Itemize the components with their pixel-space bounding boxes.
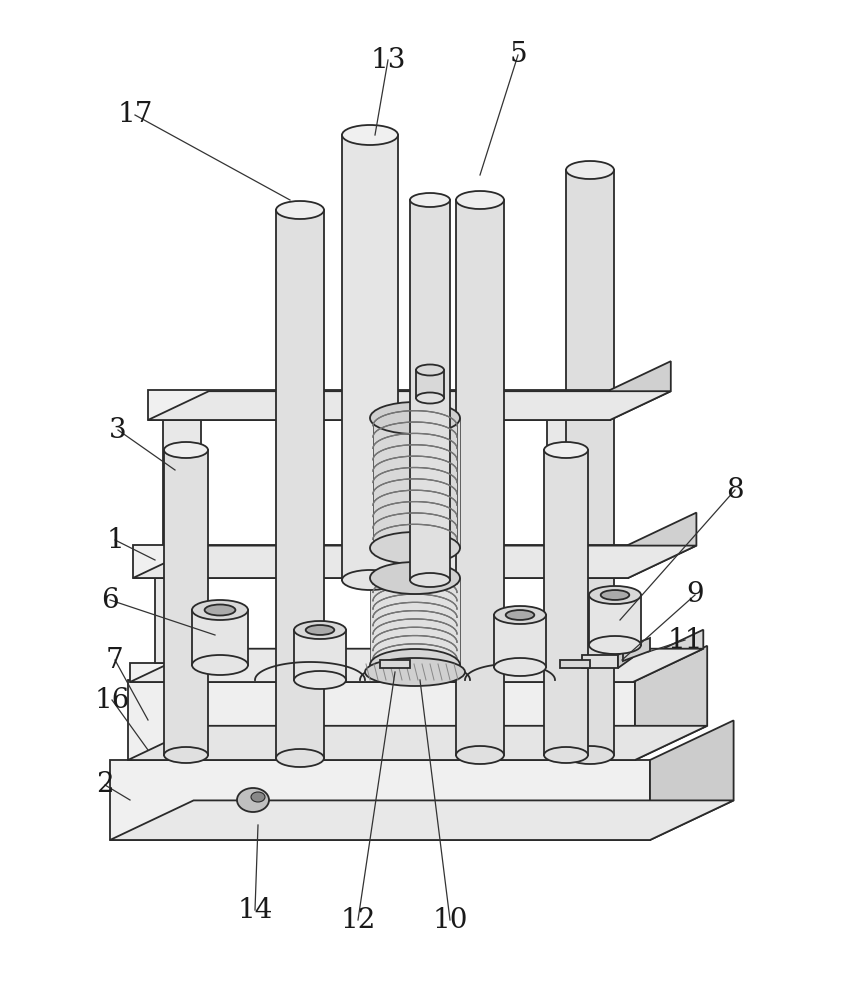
- Ellipse shape: [506, 610, 534, 620]
- Polygon shape: [582, 655, 618, 668]
- Polygon shape: [370, 578, 460, 665]
- Polygon shape: [130, 663, 633, 682]
- Polygon shape: [544, 450, 588, 755]
- Polygon shape: [494, 615, 546, 667]
- Polygon shape: [155, 578, 193, 663]
- Text: 8: 8: [726, 477, 744, 504]
- Ellipse shape: [370, 532, 460, 564]
- Text: 9: 9: [686, 582, 704, 608]
- Ellipse shape: [370, 562, 460, 594]
- Polygon shape: [133, 545, 628, 578]
- Ellipse shape: [164, 747, 208, 763]
- Polygon shape: [373, 420, 457, 545]
- Text: 16: 16: [94, 686, 129, 714]
- Text: 5: 5: [509, 41, 527, 68]
- Ellipse shape: [205, 604, 236, 615]
- Ellipse shape: [276, 749, 324, 767]
- Polygon shape: [650, 720, 734, 840]
- Ellipse shape: [342, 570, 398, 590]
- Polygon shape: [633, 630, 704, 682]
- Ellipse shape: [494, 606, 546, 624]
- Polygon shape: [623, 638, 650, 661]
- Polygon shape: [110, 760, 650, 840]
- Polygon shape: [628, 513, 697, 578]
- Text: 14: 14: [237, 896, 273, 924]
- Ellipse shape: [416, 392, 444, 403]
- Polygon shape: [128, 680, 635, 760]
- Ellipse shape: [589, 636, 641, 654]
- Ellipse shape: [566, 161, 614, 179]
- Polygon shape: [380, 660, 410, 668]
- Polygon shape: [148, 391, 671, 420]
- Polygon shape: [610, 361, 671, 420]
- Ellipse shape: [192, 600, 248, 620]
- Polygon shape: [342, 135, 398, 580]
- Text: 2: 2: [96, 772, 114, 798]
- Polygon shape: [148, 390, 610, 420]
- Ellipse shape: [601, 590, 629, 600]
- Ellipse shape: [589, 586, 641, 604]
- Text: 6: 6: [101, 586, 119, 613]
- Polygon shape: [566, 170, 614, 755]
- Ellipse shape: [410, 193, 450, 207]
- Polygon shape: [110, 800, 734, 840]
- Ellipse shape: [192, 655, 248, 675]
- Ellipse shape: [370, 402, 460, 434]
- Text: 17: 17: [117, 102, 153, 128]
- Ellipse shape: [294, 621, 346, 639]
- Polygon shape: [555, 578, 593, 663]
- Polygon shape: [618, 645, 632, 668]
- Ellipse shape: [410, 573, 450, 587]
- Ellipse shape: [251, 792, 265, 802]
- Polygon shape: [294, 630, 346, 680]
- Polygon shape: [635, 646, 707, 760]
- Ellipse shape: [294, 671, 346, 689]
- Ellipse shape: [164, 442, 208, 458]
- Ellipse shape: [544, 747, 588, 763]
- Polygon shape: [133, 546, 697, 578]
- Text: 3: 3: [109, 416, 127, 444]
- Polygon shape: [547, 420, 585, 545]
- Text: 11: 11: [668, 626, 703, 654]
- Polygon shape: [560, 660, 590, 668]
- Ellipse shape: [416, 364, 444, 375]
- Text: 10: 10: [432, 906, 468, 934]
- Polygon shape: [276, 210, 324, 758]
- Ellipse shape: [494, 658, 546, 676]
- Polygon shape: [130, 649, 704, 682]
- Text: 7: 7: [106, 647, 124, 674]
- Ellipse shape: [365, 658, 465, 686]
- Text: 12: 12: [340, 906, 375, 934]
- Polygon shape: [456, 200, 504, 755]
- Ellipse shape: [544, 442, 588, 458]
- Polygon shape: [589, 595, 641, 645]
- Polygon shape: [164, 450, 208, 755]
- Ellipse shape: [566, 746, 614, 764]
- Text: 13: 13: [370, 46, 405, 74]
- Ellipse shape: [276, 201, 324, 219]
- Ellipse shape: [456, 191, 504, 209]
- Ellipse shape: [370, 649, 460, 681]
- Ellipse shape: [237, 788, 269, 812]
- Polygon shape: [410, 200, 450, 580]
- Ellipse shape: [342, 125, 398, 145]
- Polygon shape: [373, 580, 457, 663]
- Polygon shape: [416, 370, 444, 398]
- Polygon shape: [370, 418, 460, 548]
- Polygon shape: [128, 726, 707, 760]
- Polygon shape: [192, 610, 248, 665]
- Ellipse shape: [306, 625, 334, 635]
- Text: 1: 1: [106, 526, 124, 554]
- Ellipse shape: [456, 746, 504, 764]
- Polygon shape: [163, 420, 201, 545]
